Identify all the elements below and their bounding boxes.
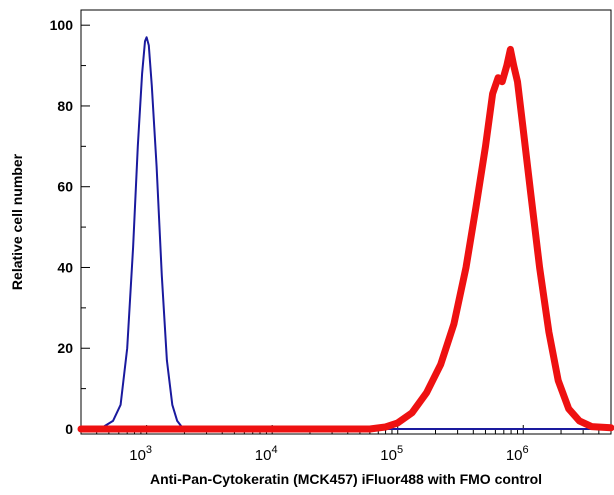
y-tick-label: 60	[57, 179, 73, 195]
y-axis-title: Relative cell number	[9, 153, 25, 290]
x-tick-label: 103	[129, 444, 152, 464]
sample-histogram-line	[77, 45, 614, 433]
y-tick-label: 100	[50, 17, 74, 33]
y-tick-label: 40	[57, 259, 73, 275]
x-tick-label: 104	[255, 444, 278, 464]
y-tick-label: 0	[65, 421, 73, 437]
plot-frame	[80, 9, 612, 435]
x-tick-label: 106	[506, 444, 529, 464]
series-layer	[77, 36, 614, 433]
x-axis-title: Anti-Pan-Cytokeratin (MCK457) iFluor488 …	[150, 471, 542, 487]
control-histogram-line	[80, 36, 612, 430]
y-tick-label: 80	[57, 98, 73, 114]
y-tick-label: 20	[57, 340, 73, 356]
x-tick-label: 105	[380, 444, 403, 464]
y-axis-ticks: 0 20 40 60 80 100	[50, 17, 90, 437]
